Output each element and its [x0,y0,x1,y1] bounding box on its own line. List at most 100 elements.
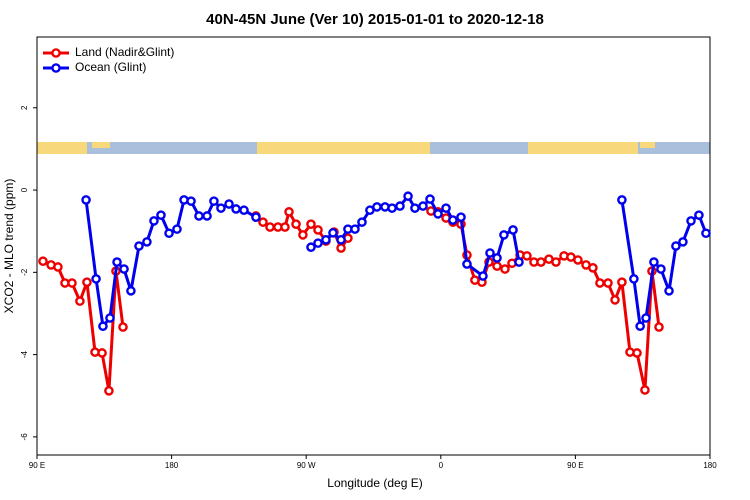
data-point [82,277,92,288]
data-point [194,211,204,221]
data-point [91,274,101,284]
data-point [678,237,688,247]
data-point [357,217,367,227]
data-point [134,241,144,251]
data-point [654,322,664,332]
data-point [425,194,435,204]
data-point [149,216,159,226]
data-point [551,257,561,267]
data-point [306,242,316,253]
data-point [67,278,77,288]
data-point [209,196,219,206]
data-point [38,256,48,267]
data-point [164,228,174,239]
data-point [617,277,627,288]
data-point [492,261,502,271]
data-point [231,204,241,214]
data-point [336,235,346,245]
data-point [635,321,645,332]
legend-marker [51,48,61,58]
data-point [265,222,275,232]
data-point [686,216,696,226]
data-point [336,243,346,253]
data-point [485,248,495,258]
data-point [456,212,466,223]
data-point [112,257,122,267]
data-point [321,235,331,245]
data-point [478,271,488,281]
land-ocean-strip [37,142,710,154]
data-point [291,219,301,229]
data-point [53,262,63,272]
chart-title: 40N-45N June (Ver 10) 2015-01-01 to 2020… [206,11,544,28]
data-point [395,201,405,211]
data-point [610,295,620,305]
data-point [403,191,413,202]
legend-marker [51,63,61,73]
data-point [186,196,196,206]
data-point [313,238,323,248]
data-point [216,203,226,213]
data-point [251,212,261,223]
data-point [156,210,166,220]
data-point [492,253,502,263]
x-tick-label: 180 [703,461,717,470]
data-point [313,225,323,235]
data-point [239,205,249,216]
data-point [284,207,294,217]
data-point [118,322,128,332]
data-point [202,211,212,221]
data-point [387,203,397,213]
data-point [105,313,115,323]
data-point [603,278,613,288]
y-tick-label: -6 [20,433,29,441]
data-point [656,264,666,274]
legend-label: Ocean (Glint) [75,60,146,74]
data-point [671,241,681,251]
data-point [632,348,642,358]
data-point [664,286,674,296]
data-point [98,321,108,332]
x-tick-label: 180 [165,461,179,470]
data-point [224,199,234,209]
x-tick-label: 90 E [567,461,583,470]
data-point [641,313,651,323]
y-axis-label: XCO2 - MLO trend (ppm) [2,179,16,314]
legend-label: Land (Nadir&Glint) [75,45,174,59]
data-point [81,195,91,205]
data-point [694,210,704,220]
x-axis-label: Longitude (deg E) [327,476,422,490]
data-point [350,224,360,234]
y-tick-label: -2 [20,268,29,276]
data-point [462,259,472,269]
y-tick-label: 0 [20,187,29,192]
data-point [280,222,290,232]
data-point [514,257,524,267]
data-point [617,195,627,205]
x-tick-label: 90 W [297,461,316,470]
data-point [410,203,420,213]
data-point [258,217,268,227]
data-point [536,257,546,267]
data-point [418,201,428,211]
series-line [84,194,708,328]
data-point [500,264,510,274]
data-point [75,296,85,306]
data-point [433,209,443,219]
data-point [588,263,598,273]
data-point [508,225,518,235]
data-point [126,286,136,296]
data-point [640,385,650,395]
data-point [441,203,451,213]
data-point [97,348,107,358]
data-point [119,264,129,274]
data-point [701,228,711,239]
data-point [298,230,308,240]
data-point [448,215,458,225]
data-point [499,230,509,240]
data-point [104,386,114,396]
x-tick-label: 90 E [29,461,45,470]
data-point [372,202,382,212]
data-point [595,278,605,288]
